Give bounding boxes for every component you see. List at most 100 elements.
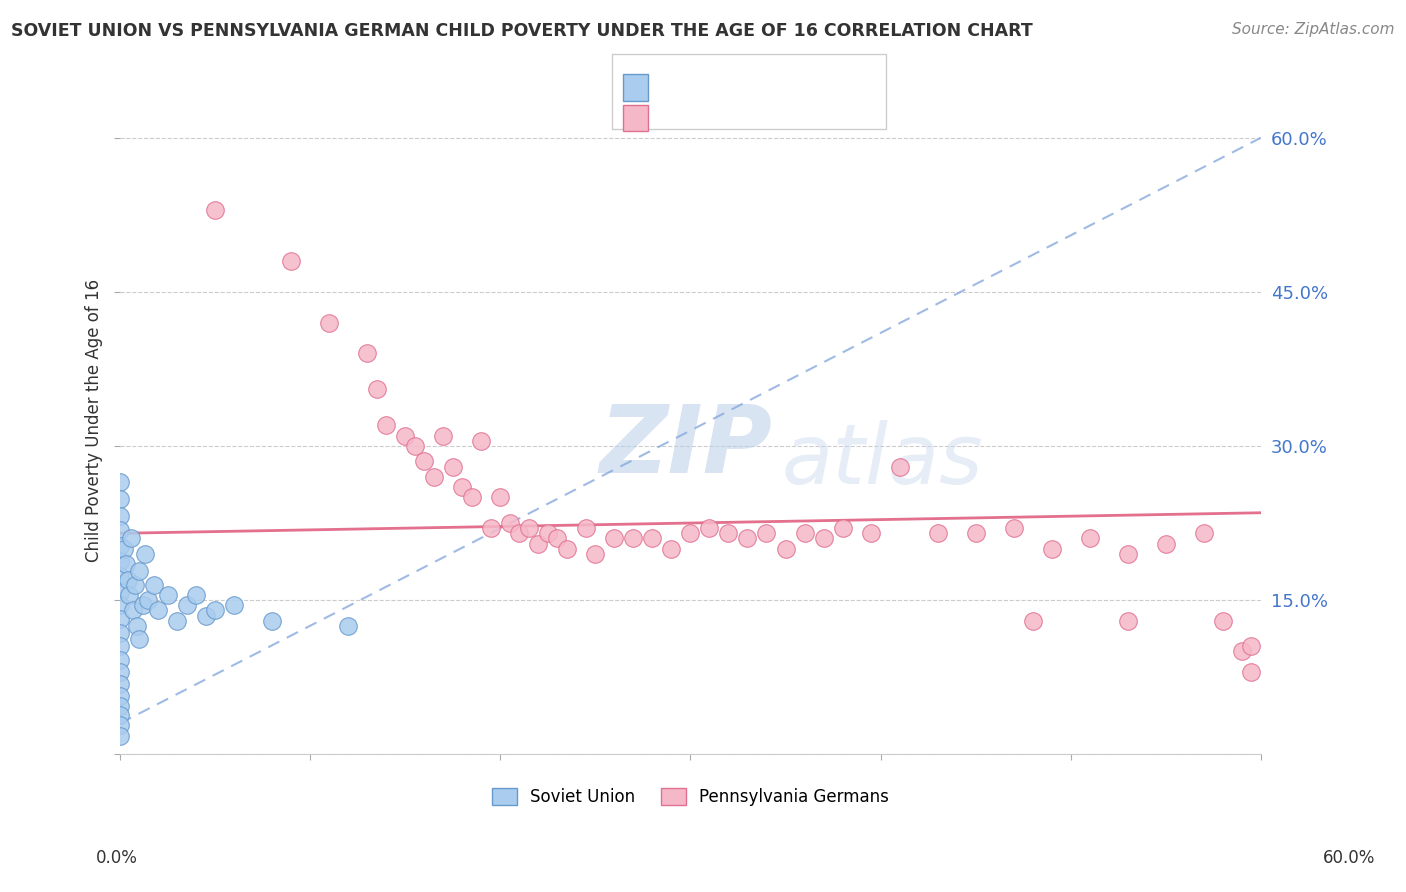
Point bbox=[527, 536, 550, 550]
Point bbox=[176, 599, 198, 613]
Point bbox=[813, 532, 835, 546]
Point bbox=[108, 599, 131, 613]
Point bbox=[489, 491, 512, 505]
Point bbox=[517, 521, 540, 535]
Point bbox=[621, 532, 644, 546]
Point bbox=[375, 418, 398, 433]
Point bbox=[499, 516, 522, 530]
Point bbox=[603, 532, 626, 546]
Point bbox=[1230, 644, 1253, 658]
Point bbox=[479, 521, 502, 535]
Text: SOVIET UNION VS PENNSYLVANIA GERMAN CHILD POVERTY UNDER THE AGE OF 16 CORRELATIO: SOVIET UNION VS PENNSYLVANIA GERMAN CHIL… bbox=[11, 22, 1033, 40]
Point bbox=[124, 577, 146, 591]
Point bbox=[965, 526, 987, 541]
Y-axis label: Child Poverty Under the Age of 16: Child Poverty Under the Age of 16 bbox=[86, 278, 103, 562]
Point bbox=[108, 569, 131, 583]
Point bbox=[108, 626, 131, 640]
Point bbox=[737, 532, 759, 546]
Point bbox=[1240, 640, 1263, 654]
Point bbox=[394, 428, 416, 442]
Legend: Soviet Union, Pennsylvania Germans: Soviet Union, Pennsylvania Germans bbox=[485, 781, 896, 813]
Point bbox=[120, 532, 142, 546]
Text: Source: ZipAtlas.com: Source: ZipAtlas.com bbox=[1232, 22, 1395, 37]
Point bbox=[546, 532, 568, 546]
Point bbox=[1040, 541, 1063, 556]
Point bbox=[699, 521, 721, 535]
Point bbox=[134, 547, 156, 561]
Point bbox=[679, 526, 702, 541]
Text: N = 44: N = 44 bbox=[751, 62, 818, 79]
Point bbox=[114, 557, 136, 571]
Point bbox=[413, 454, 436, 468]
Text: R = 0.081: R = 0.081 bbox=[659, 62, 758, 79]
Text: 60.0%: 60.0% bbox=[1323, 849, 1375, 867]
Point bbox=[146, 603, 169, 617]
Point bbox=[108, 492, 131, 507]
Point bbox=[280, 254, 302, 268]
Point bbox=[356, 346, 378, 360]
Point bbox=[508, 526, 530, 541]
Point bbox=[108, 665, 131, 679]
Point bbox=[166, 614, 188, 628]
Point bbox=[1154, 536, 1177, 550]
Point bbox=[108, 475, 131, 489]
Point bbox=[422, 470, 444, 484]
Point bbox=[132, 599, 155, 613]
Point bbox=[641, 532, 664, 546]
Point bbox=[318, 316, 340, 330]
Point bbox=[122, 603, 145, 617]
Point bbox=[184, 588, 207, 602]
Point bbox=[451, 480, 474, 494]
Point bbox=[108, 729, 131, 743]
Point bbox=[1240, 665, 1263, 679]
Point bbox=[108, 689, 131, 703]
Point bbox=[404, 439, 426, 453]
Point bbox=[117, 573, 139, 587]
Point bbox=[1078, 532, 1101, 546]
Point bbox=[108, 718, 131, 732]
Point bbox=[860, 526, 883, 541]
Point bbox=[143, 577, 166, 591]
Text: 0.0%: 0.0% bbox=[96, 849, 138, 867]
Point bbox=[555, 541, 578, 556]
Point bbox=[108, 508, 131, 523]
Text: atlas: atlas bbox=[782, 420, 983, 500]
Point bbox=[537, 526, 560, 541]
Point bbox=[112, 541, 135, 556]
Point bbox=[108, 640, 131, 654]
Text: ZIP: ZIP bbox=[599, 401, 772, 493]
Point bbox=[1192, 526, 1215, 541]
Point bbox=[204, 603, 226, 617]
Point bbox=[1002, 521, 1025, 535]
Point bbox=[108, 708, 131, 723]
Point bbox=[1116, 614, 1139, 628]
Point bbox=[575, 521, 598, 535]
Point bbox=[108, 698, 131, 713]
Point bbox=[108, 539, 131, 553]
Point bbox=[194, 608, 217, 623]
Point bbox=[128, 564, 150, 578]
Point bbox=[108, 677, 131, 691]
Point bbox=[1116, 547, 1139, 561]
Point bbox=[1021, 614, 1043, 628]
Point bbox=[108, 653, 131, 667]
Point bbox=[775, 541, 797, 556]
Point bbox=[793, 526, 815, 541]
Point bbox=[204, 202, 226, 217]
Point bbox=[108, 585, 131, 599]
Text: R = 0.014: R = 0.014 bbox=[659, 102, 758, 120]
Point bbox=[755, 526, 778, 541]
Point bbox=[262, 614, 284, 628]
Point bbox=[125, 619, 148, 633]
Point bbox=[222, 599, 245, 613]
Point bbox=[108, 523, 131, 537]
Point bbox=[927, 526, 949, 541]
Point bbox=[108, 554, 131, 568]
Point bbox=[661, 541, 683, 556]
Point bbox=[108, 611, 131, 625]
Point bbox=[1212, 614, 1234, 628]
Point bbox=[432, 428, 454, 442]
Point bbox=[156, 588, 179, 602]
Text: N = 55: N = 55 bbox=[751, 102, 818, 120]
Point bbox=[831, 521, 853, 535]
